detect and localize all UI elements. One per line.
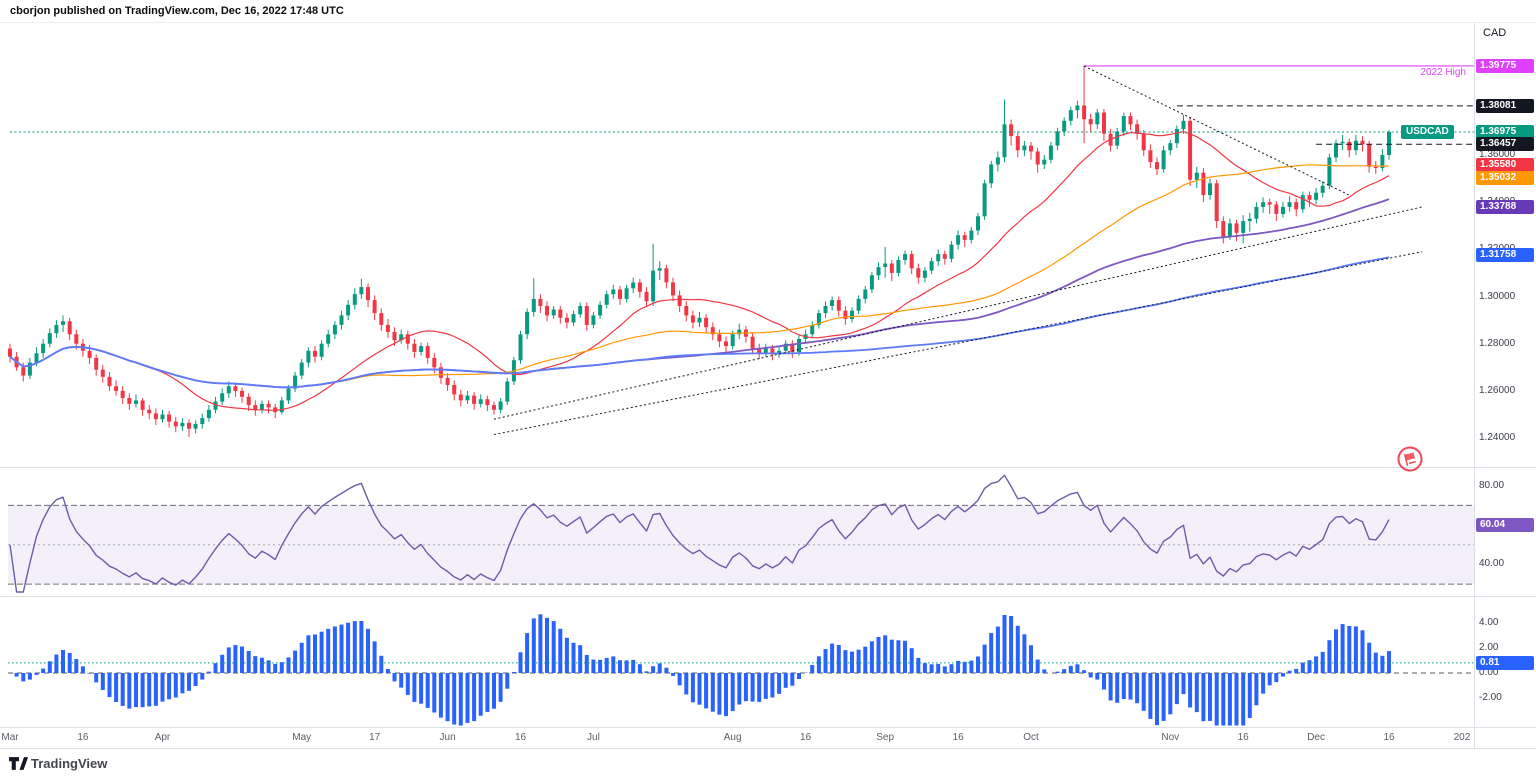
time-axis-label: 16 bbox=[77, 732, 89, 743]
price-axis-currency: CAD bbox=[1483, 27, 1507, 39]
tradingview-brand-text[interactable]: TradingView bbox=[31, 756, 108, 771]
price-tick-label: 1.36000 bbox=[1479, 148, 1516, 160]
time-axis-label: Mar bbox=[1, 732, 19, 743]
time-axis-label: 16 bbox=[514, 732, 527, 743]
time-axis-label: 17 bbox=[369, 732, 381, 743]
price-axis-pill: 1.35032 bbox=[1476, 170, 1534, 185]
time-axis-label: Apr bbox=[154, 732, 171, 743]
price-tick-label: 1.30000 bbox=[1479, 290, 1516, 302]
price-tick-label: 1.24000 bbox=[1479, 432, 1516, 444]
time-axis-label: Dec bbox=[1307, 732, 1326, 743]
time-axis-label: Aug bbox=[723, 732, 742, 743]
price-tick-label: 1.26000 bbox=[1479, 384, 1516, 396]
time-axis-label: Oct bbox=[1023, 732, 1039, 743]
time-axis-label: Sep bbox=[876, 732, 895, 743]
price-axis-pill: 1.35580 bbox=[1476, 157, 1534, 172]
price-tick-label: 1.28000 bbox=[1479, 337, 1516, 349]
price-axis-pill: 1.38081 bbox=[1476, 98, 1534, 113]
rsi-tick-label: 40.00 bbox=[1479, 558, 1505, 570]
rsi-tick-label: 80.00 bbox=[1479, 479, 1505, 491]
price-axis-pill: 1.39775 bbox=[1476, 58, 1534, 73]
footer-bar: TradingView bbox=[0, 749, 1536, 779]
macd-tick-label: -2.00 bbox=[1479, 692, 1502, 703]
high-annotation: 2022 High bbox=[1420, 67, 1466, 78]
price-axis-pill: 1.33788 bbox=[1476, 200, 1534, 215]
time-axis-label: May bbox=[292, 732, 312, 743]
time-axis-label: Nov bbox=[1161, 732, 1180, 743]
macd-tick-label: 4.00 bbox=[1479, 617, 1499, 628]
time-axis-label: Jun bbox=[439, 732, 456, 743]
macd-value-pill: 0.81 bbox=[1476, 655, 1534, 670]
tradingview-logo-icon[interactable] bbox=[9, 756, 29, 776]
macd-tick-label: 0.00 bbox=[1479, 667, 1499, 678]
price-axis-pill: 1.36457 bbox=[1476, 137, 1534, 152]
attribution-text: cborjon published on TradingView.com, De… bbox=[10, 5, 344, 17]
price-axis-pill: 1.36975 bbox=[1476, 124, 1534, 139]
macd-tick-label: 2.00 bbox=[1479, 642, 1499, 653]
time-axis-label: 16 bbox=[1383, 732, 1395, 743]
price-axis-pill: 1.31758 bbox=[1476, 248, 1534, 263]
symbol-pill: USDCAD bbox=[1401, 124, 1454, 139]
time-axis-label: Jul bbox=[587, 732, 600, 743]
rsi-value-pill: 60.04 bbox=[1476, 518, 1534, 532]
time-axis-label: 16 bbox=[952, 732, 964, 743]
red-stamp-icon bbox=[1396, 445, 1424, 473]
time-axis-label: 16 bbox=[1237, 732, 1249, 743]
time-axis-label: 202 bbox=[1453, 732, 1471, 743]
time-axis-label: 16 bbox=[800, 732, 812, 743]
